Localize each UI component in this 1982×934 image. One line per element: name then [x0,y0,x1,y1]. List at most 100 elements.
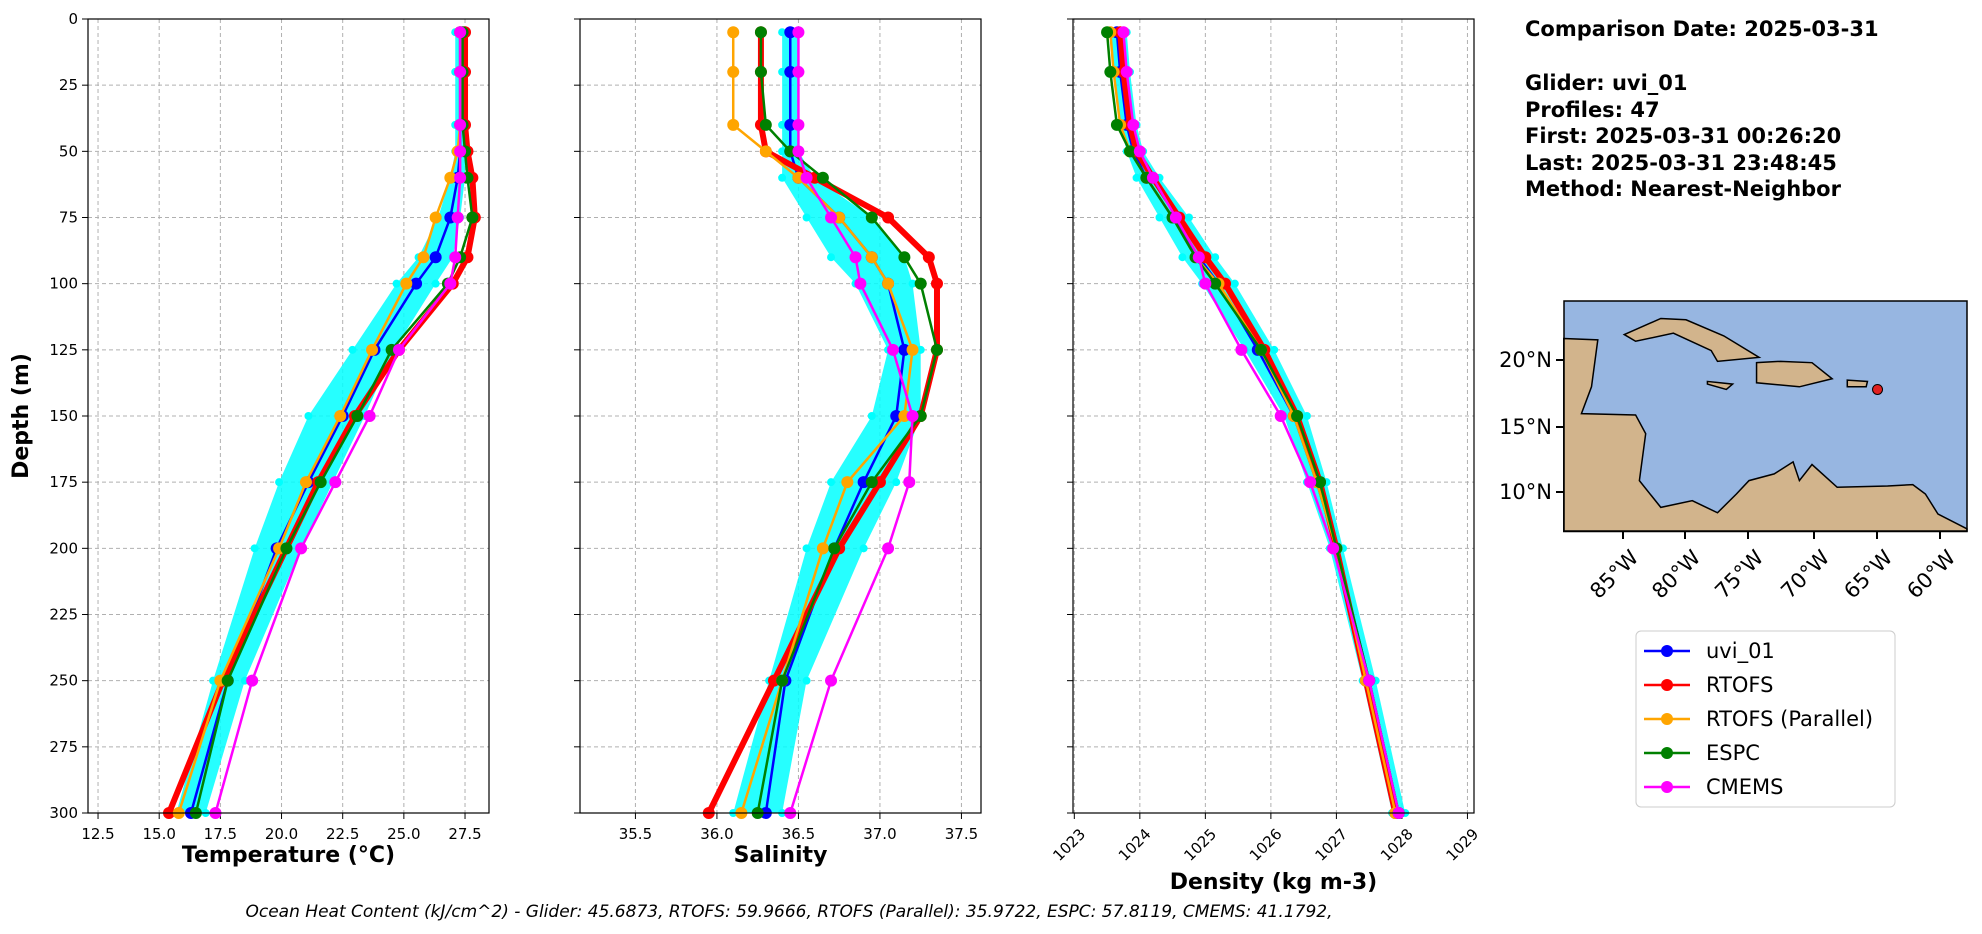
profile-point [792,65,805,78]
profile-point [444,277,457,290]
x-axis-label: Density (kg m-3) [1170,870,1378,895]
glider-point [916,345,925,354]
profile-point [299,476,312,489]
profile-point [754,65,767,78]
profile-point [417,251,430,264]
profile-point [825,674,838,687]
y-tick-label: 0 [68,10,78,28]
y-tick-label: 275 [49,738,78,756]
lat-label: 20°N [1499,348,1552,372]
x-tick-label: 1026 [1246,825,1286,865]
y-tick-label: 150 [49,407,78,425]
panel: 1023 1024 1025 1026 1027 1028 1029 Density (kg … [1049,18,1482,895]
x-tick-label: 37.5 [945,825,978,843]
profile-point [400,277,413,290]
footer: Ocean Heat Content (kJ/cm^2) - Glider: 4… [246,902,1333,922]
glider-point [802,676,811,685]
x-tick-label: 1023 [1049,825,1089,865]
land [1563,337,1968,533]
legend-marker [1661,645,1673,657]
glider-point [1302,412,1311,420]
legend-label: RTOFS [1706,673,1773,697]
profile-point [727,65,740,78]
profile-point [1274,410,1287,422]
y-tick-label: 250 [49,672,78,690]
glider-point [827,253,836,262]
x-axis-label: Temperature (°C) [182,843,395,868]
glider-point [802,544,811,553]
glider-spread [733,32,921,813]
profile-point [906,343,919,356]
legend-marker [1661,747,1673,759]
profile-point [828,542,841,555]
glider-spread [1110,32,1406,813]
glider-point [778,28,787,37]
profile-point [366,343,379,356]
glider-point [1270,345,1279,354]
profile-point [1133,145,1146,158]
profile-point [792,118,805,131]
profile-point [854,277,867,290]
x-tick-label: 12.5 [81,825,114,843]
glider-point [867,412,876,420]
x-tick-label: 17.5 [204,825,237,843]
info-line: Profiles: 47 [1525,98,1660,122]
profile-point [1110,118,1123,131]
legend: uvi_01 RTOFS RTOFS (Parallel) ESPC CMEMS [1635,630,1896,808]
land [1622,317,1762,363]
x-tick-label: 1024 [1115,825,1155,865]
profile-point [329,476,342,489]
profile-point [1304,476,1317,489]
profile-point [841,476,854,489]
profile-point [903,476,916,489]
profile-point [882,211,895,224]
legend-label: uvi_01 [1706,639,1775,664]
profile-point [882,542,895,555]
profile-point [454,171,467,184]
profile-point [1255,343,1268,356]
profile-point [759,145,772,158]
profile-point [454,118,467,131]
lon-label: 75°W [1710,545,1768,603]
glider-point [1211,253,1220,262]
info-line: First: 2025-03-31 00:26:20 [1525,124,1841,148]
profile-point [466,211,479,224]
profile-point [295,542,308,555]
y-tick-label: 50 [59,142,78,160]
profile-point [906,410,919,422]
y-tick-label: 25 [59,76,78,94]
glider-point [778,173,787,182]
map-frame [1563,300,1968,532]
profile-point [410,277,423,290]
x-axis-label: Salinity [734,843,828,868]
profile-point [1101,26,1114,39]
map: 20°N 15°N 10°N 85°W 80°W 75°W 70°W 65°W 60°W [1499,300,1968,603]
profile-point [727,26,740,39]
profile-point [1235,343,1248,356]
x-tick-label: 1029 [1442,825,1482,865]
profile-point [1291,410,1304,422]
profile-point [1146,171,1159,184]
profile-point [727,118,740,131]
profile-point [454,65,467,78]
profile-point [454,26,467,39]
y-tick-label: 125 [49,341,78,359]
profile-point [451,211,464,224]
profile-point [886,343,899,356]
glider-point [1155,213,1164,222]
y-tick-label: 175 [49,473,78,491]
profile-point [792,26,805,39]
glider-point [1132,173,1141,182]
profile-point [792,145,805,158]
lon-label: 60°W [1902,545,1960,603]
info-line: Method: Nearest-Neighbor [1525,177,1842,201]
profile-point [1192,251,1205,264]
x-tick-label: 1027 [1311,825,1351,865]
glider-point [859,544,868,553]
x-tick-label: 35.5 [619,825,652,843]
profile-point [1120,65,1133,78]
glider-point [304,412,313,420]
profile-point [882,277,895,290]
x-tick-label: 36.0 [700,825,733,843]
y-tick-label: 200 [49,539,78,557]
